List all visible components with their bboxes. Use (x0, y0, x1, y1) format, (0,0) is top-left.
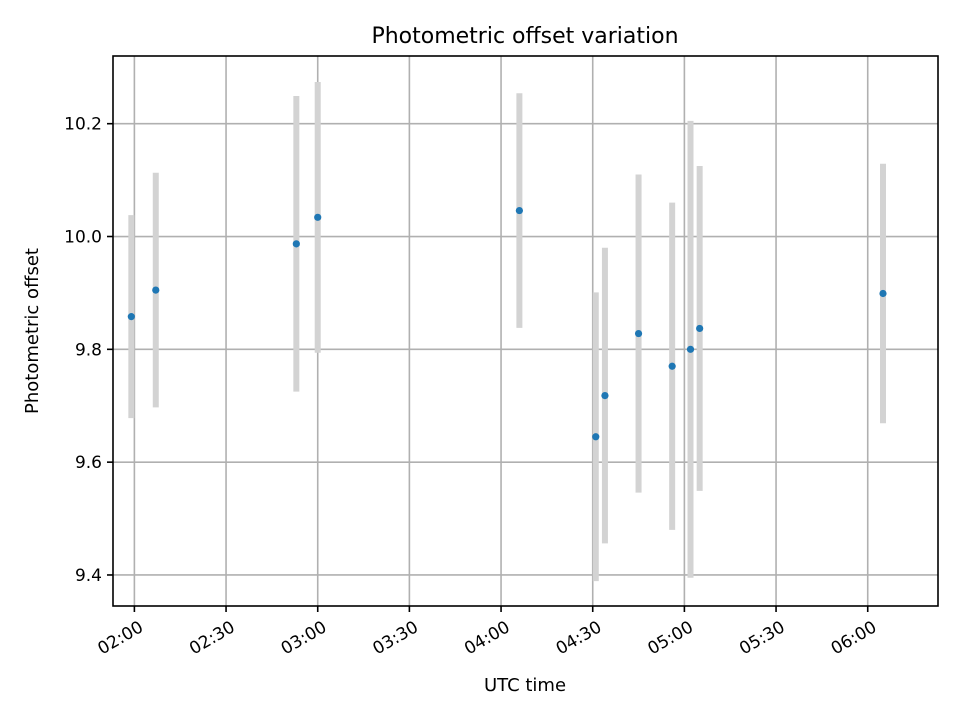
data-point (292, 240, 300, 248)
data-point (879, 289, 887, 298)
data-point (152, 286, 160, 294)
x-axis-label: UTC time (484, 675, 566, 696)
y-tick-label: 10.0 (64, 228, 102, 248)
data-point (592, 433, 600, 441)
data-point (515, 206, 523, 215)
grid (113, 56, 938, 606)
data-point (634, 329, 643, 338)
data-point (601, 391, 609, 400)
y-tick-label: 9.8 (75, 340, 102, 360)
data-point (668, 362, 676, 370)
y-axis-label: Photometric offset (22, 248, 43, 414)
data-point (686, 345, 695, 353)
y-tick-label: 9.6 (75, 453, 102, 473)
y-tick-label: 9.4 (75, 566, 102, 586)
chart-title: Photometric offset variation (371, 24, 678, 49)
data-points (127, 206, 887, 441)
data-point (127, 313, 135, 321)
data-point (314, 213, 322, 221)
plot-frame (112, 55, 939, 607)
data-point (696, 324, 704, 333)
y-tick-label: 10.2 (64, 115, 102, 135)
